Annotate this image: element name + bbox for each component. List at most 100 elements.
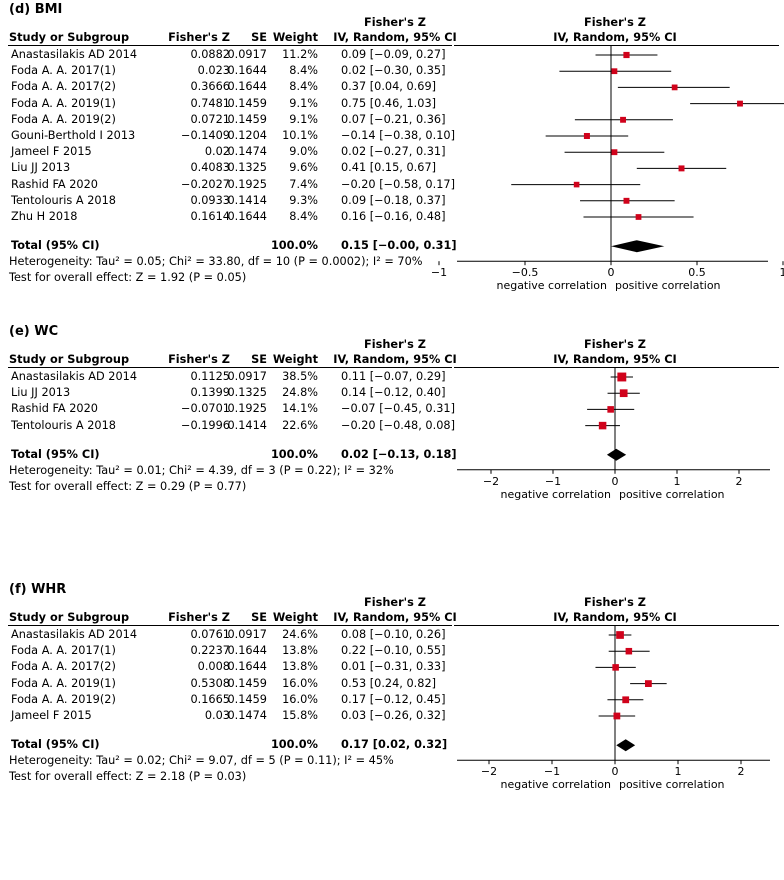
study-se: 0.1459 [227, 692, 267, 706]
study-se: 0.1644 [227, 64, 267, 78]
study-se: 0.1644 [227, 644, 267, 658]
study-fisher-z: 0.1125 [190, 370, 230, 383]
total-weight: 100.0% [270, 239, 318, 253]
study-ci: 0.02 [−0.27, 0.31] [341, 145, 446, 159]
header-divider-left [8, 45, 452, 46]
study-fisher-z: 0.2237 [190, 644, 230, 658]
study-weight: 24.6% [282, 628, 318, 641]
header-plot-bottom: IV, Random, 95% CI [553, 31, 677, 44]
x-axis-tick-label: 0.5 [688, 266, 705, 279]
study-fisher-z: 0.5308 [190, 676, 230, 690]
x-axis-tick-label: 2 [735, 475, 742, 488]
header-divider-right [454, 625, 779, 626]
study-name: Anastasilakis AD 2014 [11, 48, 138, 61]
study-ci: 0.09 [−0.09, 0.27] [341, 48, 446, 61]
study-weight: 13.8% [282, 644, 318, 658]
study-name: Zhu H 2018 [11, 210, 78, 223]
heterogeneity-text: Heterogeneity: Tau² = 0.05; Chi² = 33.80… [9, 255, 423, 269]
study-name: Jameel F 2015 [11, 709, 92, 722]
study-weight: 14.1% [282, 402, 318, 416]
study-fisher-z: 0.1614 [190, 210, 230, 223]
study-ci: 0.03 [−0.26, 0.32] [341, 709, 446, 722]
study-se: 0.1925 [227, 402, 267, 416]
header-divider-left [8, 625, 452, 626]
study-ci: 0.37 [0.04, 0.69] [341, 80, 437, 94]
study-fisher-z: −0.1409 [181, 129, 230, 142]
x-label-positive: positive correlation [615, 279, 721, 292]
total-label: Total (95% CI) [11, 239, 100, 253]
header-se: SE [251, 31, 267, 44]
study-effect-square [607, 406, 614, 413]
study-weight: 22.6% [282, 418, 318, 432]
header-divider-left [8, 367, 452, 368]
study-effect-square [619, 389, 628, 398]
total-ci: 0.15 [−0.00, 0.31] [341, 239, 457, 253]
header-plot-top: Fisher's Z [584, 338, 646, 351]
x-label-negative: negative correlation [497, 279, 608, 292]
header-weight: Weight [272, 31, 318, 44]
study-fisher-z: 0.0761 [190, 628, 230, 641]
header-plot-bottom: IV, Random, 95% CI [553, 611, 677, 624]
x-axis-tick-label: 1 [779, 266, 784, 279]
study-fisher-z: 0.008 [197, 660, 230, 674]
overall-effect-text: Test for overall effect: Z = 1.92 (P = 0… [9, 271, 247, 285]
study-weight: 15.8% [282, 709, 318, 722]
study-weight: 10.1% [282, 129, 318, 142]
study-ci: 0.11 [−0.07, 0.29] [341, 370, 446, 383]
study-weight: 9.3% [289, 193, 318, 207]
heterogeneity-text: Heterogeneity: Tau² = 0.01; Chi² = 4.39,… [9, 463, 394, 477]
x-axis-tick-label: 0 [608, 266, 615, 279]
study-effect-square [620, 116, 626, 123]
study-se: 0.1644 [227, 80, 267, 94]
x-axis-tick-label: 0 [612, 475, 619, 488]
header-weight: Weight [272, 353, 318, 366]
header-ci-bottom: IV, Random, 95% CI [333, 31, 457, 44]
study-name: Tentolouris A 2018 [11, 193, 116, 207]
header-study: Study or Subgroup [9, 353, 130, 366]
study-ci: 0.07 [−0.21, 0.36] [341, 112, 446, 126]
header-study: Study or Subgroup [9, 31, 130, 44]
study-se: 0.0917 [227, 628, 267, 641]
study-ci: −0.14 [−0.38, 0.10] [341, 129, 455, 142]
overall-effect-text: Test for overall effect: Z = 0.29 (P = 0… [9, 479, 247, 493]
forest-panel: (e) WC Fisher's Z Fisher's Z Study or Subgr… [0, 322, 784, 622]
study-fisher-z: −0.0701 [181, 402, 230, 416]
total-label: Total (95% CI) [11, 738, 100, 752]
study-ci: 0.14 [−0.12, 0.40] [341, 386, 446, 400]
pooled-effect-diamond [606, 448, 627, 461]
study-name: Foda A. A. 2017(2) [11, 660, 116, 674]
study-fisher-z: −0.1996 [181, 418, 230, 432]
forest-plot-svg: −2 −1 0 1 2 negative correlation positive corr… [457, 625, 770, 791]
study-fisher-z: 0.03 [204, 709, 230, 722]
study-effect-square [678, 165, 685, 172]
header-ci-top: Fisher's Z [364, 338, 426, 351]
study-weight: 8.4% [289, 210, 318, 223]
pooled-effect-diamond [616, 739, 636, 752]
study-ci: 0.02 [−0.30, 0.35] [341, 64, 446, 78]
header-ci-top: Fisher's Z [364, 16, 426, 29]
x-axis-tick-label: −1 [545, 475, 561, 488]
study-ci: 0.17 [−0.12, 0.45] [341, 692, 446, 706]
study-fisher-z: 0.0933 [190, 193, 230, 207]
x-label-negative: negative correlation [501, 488, 612, 501]
study-fisher-z: 0.1665 [190, 692, 230, 706]
study-se: 0.1459 [227, 112, 267, 126]
study-weight: 24.8% [282, 386, 318, 400]
study-se: 0.0917 [227, 48, 267, 61]
study-effect-square [625, 647, 633, 655]
total-ci: 0.02 [−0.13, 0.18] [341, 447, 457, 461]
header-plot-top: Fisher's Z [584, 596, 646, 609]
x-axis-tick-label: 0 [612, 765, 619, 778]
study-se: 0.0917 [227, 370, 267, 383]
study-name: Foda A. A. 2017(2) [11, 80, 116, 94]
study-weight: 16.0% [282, 676, 318, 690]
study-ci: 0.22 [−0.10, 0.55] [341, 644, 446, 658]
study-se: 0.1474 [227, 709, 267, 722]
study-effect-square [623, 197, 630, 204]
study-ci: 0.09 [−0.18, 0.37] [341, 193, 446, 207]
study-effect-square [737, 100, 743, 107]
study-weight: 7.4% [289, 177, 318, 191]
study-se: 0.1925 [227, 177, 267, 191]
study-weight: 9.0% [289, 145, 318, 159]
panel-title: (f) WHR [9, 582, 67, 597]
